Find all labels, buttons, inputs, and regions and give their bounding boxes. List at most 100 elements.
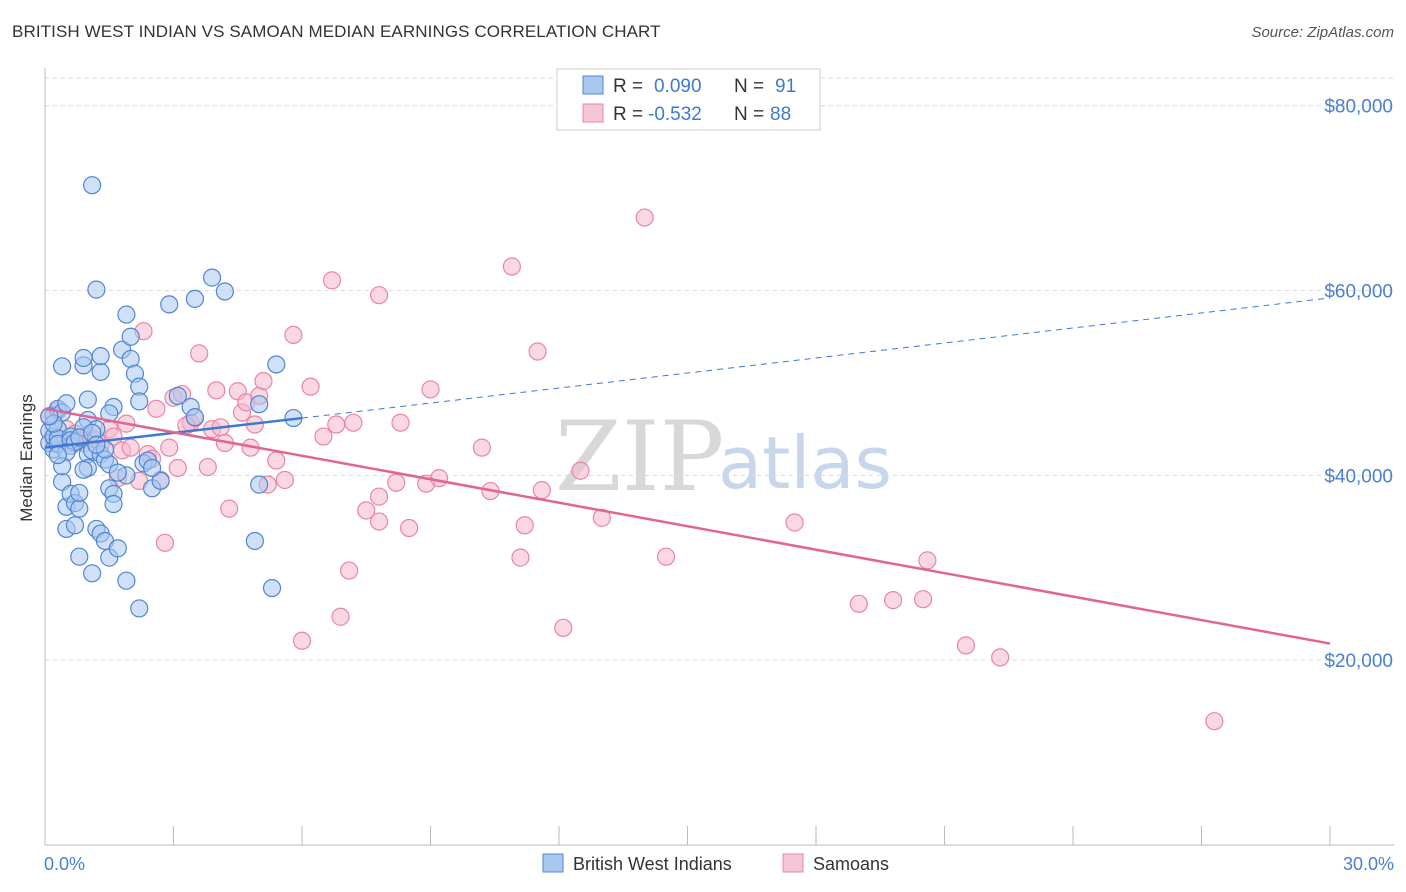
y-tick-label-1: $40,000: [1324, 466, 1393, 487]
samoans-point-81: [883, 591, 903, 610]
legend-pink-n-label: N =: [734, 104, 764, 125]
x-tick-label-min: 0.0%: [44, 854, 85, 874]
series-legend: British West Indians Samoans: [542, 853, 889, 874]
y-tick-label-2: $60,000: [1324, 282, 1393, 303]
samoans-point-72: [528, 342, 547, 361]
x-tick-label-max: 30.0%: [1343, 854, 1394, 874]
samoans-point-47: [275, 470, 294, 490]
bottom-legend-blue-label: British West Indians: [573, 854, 732, 874]
samoans-point-69: [502, 257, 521, 276]
samoans-point-55: [340, 561, 359, 580]
samoans-point-73: [532, 481, 551, 500]
british-west-indians-point-67: [215, 282, 234, 301]
british-west-indians-point-21: [70, 483, 89, 503]
samoans-point-46: [267, 451, 286, 470]
samoans-point-61: [387, 473, 406, 492]
british-west-indians-point-90: [100, 404, 119, 423]
samoans-point-62: [391, 413, 410, 432]
legend-pink-r-value: -0.532: [648, 104, 702, 125]
samoans-point-53: [327, 415, 346, 434]
british-west-indians-point-61: [160, 295, 179, 314]
samoans-point-49: [292, 631, 312, 650]
british-west-indians-point-31: [87, 280, 106, 299]
samoans-point-78: [656, 547, 676, 566]
british-west-indians-point-29: [83, 564, 102, 583]
samoans-point-70: [511, 548, 530, 567]
british-west-indians-point-19: [70, 499, 89, 518]
british-west-indians-point-51: [121, 327, 140, 346]
samoans-point-50: [301, 377, 320, 396]
samoans-point-32: [198, 457, 217, 477]
samoans-point-57: [357, 501, 376, 520]
samoans-point-25: [160, 438, 179, 457]
samoans-point-71: [515, 516, 534, 535]
chart-title: BRITISH WEST INDIAN VS SAMOAN MEDIAN EAR…: [12, 22, 661, 41]
samoans-point-86: [1205, 712, 1224, 731]
watermark-atlas: atlas: [718, 421, 892, 505]
correlation-legend: R = 0.090 N = 91 R = -0.532 N = 88: [556, 68, 821, 131]
british-west-indians-point-84: [108, 463, 127, 482]
samoans-point-67: [472, 438, 491, 457]
watermark: ZIP atlas: [555, 401, 892, 513]
british-west-indians-point-55: [130, 392, 149, 411]
british-west-indians-point-69: [250, 395, 269, 414]
samoans-point-84: [956, 636, 976, 655]
y-axis-label: Median Earnings: [17, 394, 36, 522]
british-west-indians-point-18: [65, 516, 85, 535]
british-west-indians-point-34: [91, 362, 110, 381]
samoans-point-54: [331, 607, 350, 626]
y-tick-label-3: $80,000: [1324, 97, 1393, 118]
watermark-zip: ZIP: [555, 401, 724, 513]
samoans-point-51: [314, 427, 333, 446]
british-west-indians-point-50: [117, 571, 136, 590]
legend-blue-n-label: N =: [734, 76, 764, 97]
samoans-point-74: [554, 618, 573, 637]
british-west-indians-point-68: [245, 531, 264, 551]
british-west-indians-point-87: [87, 435, 106, 454]
samoans-point-65: [421, 380, 440, 399]
samoans-point-82: [913, 590, 933, 609]
british-west-indians-point-64: [185, 408, 205, 427]
legend-pink-swatch: [582, 103, 604, 123]
samoans-point-56: [344, 413, 363, 432]
legend-blue-r-value: 0.090: [654, 76, 702, 97]
y-tick-label-0: $20,000: [1324, 651, 1393, 672]
british-west-indians-point-28: [83, 176, 102, 195]
bottom-legend-pink-label: Samoans: [813, 854, 889, 874]
samoans-point-31: [190, 344, 209, 363]
british-west-indians-point-62: [168, 386, 187, 405]
bottom-legend-pink-swatch: [782, 853, 804, 873]
samoans-point-22: [147, 399, 166, 418]
british-west-indians-point-35: [91, 347, 110, 366]
british-west-indians-point-45: [104, 494, 123, 514]
legend-blue-n-value: 91: [775, 76, 796, 97]
samoans-point-66: [429, 469, 449, 488]
samoans-point-63: [399, 518, 419, 538]
british-west-indians-point-20: [70, 547, 89, 566]
samoans-point-83: [918, 551, 937, 570]
samoans-point-48: [284, 325, 303, 344]
legend-blue-r-label: R =: [613, 76, 643, 97]
british-west-indians-trend-extension: [301, 297, 1331, 419]
british-west-indians-point-88: [74, 460, 93, 479]
samoans-point-24: [155, 533, 175, 552]
samoans-point-37: [220, 499, 239, 518]
british-west-indians-point-66: [202, 268, 222, 287]
bottom-legend-blue-swatch: [542, 853, 564, 873]
samoans-point-52: [322, 271, 342, 290]
legend-pink-r-label: R =: [613, 104, 643, 125]
british-west-indians-point-60: [151, 471, 170, 491]
british-west-indians-point-9: [53, 357, 72, 376]
samoans-point-77: [635, 208, 654, 227]
british-west-indians-points: [40, 176, 303, 618]
samoans-point-44: [254, 372, 273, 391]
british-west-indians-point-72: [267, 355, 286, 374]
british-west-indians-point-23: [74, 348, 93, 368]
british-west-indians-point-71: [262, 579, 282, 598]
british-west-indians-point-11: [57, 394, 76, 413]
british-west-indians-point-48: [117, 305, 136, 324]
samoans-point-59: [370, 286, 389, 305]
axes: [44, 68, 1394, 846]
samoans-trend-line: [44, 407, 1331, 645]
